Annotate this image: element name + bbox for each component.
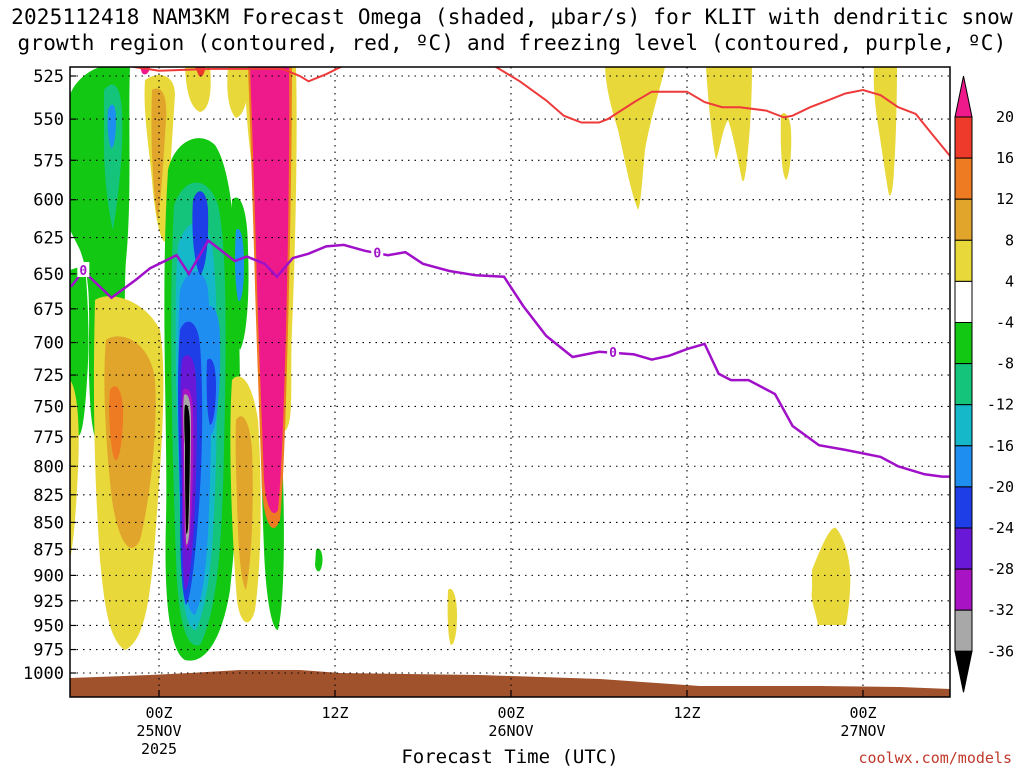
omega-ascent-region xyxy=(192,191,209,275)
x-tick-date: 27NOV xyxy=(840,722,885,740)
colorbar-bin xyxy=(954,157,973,200)
omega-descent-region xyxy=(605,67,665,210)
x-tick-label: 12Z xyxy=(673,704,700,722)
x-tick-label: 00Z xyxy=(849,704,876,722)
colorbar-bin xyxy=(954,363,973,406)
y-tick-label: 550 xyxy=(33,110,64,130)
y-tick-label: 925 xyxy=(33,592,64,612)
colorbar-label: -16 xyxy=(987,437,1014,455)
dgz-contour-line xyxy=(127,67,950,158)
omega-descent-region xyxy=(235,416,253,590)
omega-descent-region xyxy=(447,588,457,645)
contour-label-bg xyxy=(607,344,620,360)
omega-ascent-region xyxy=(315,548,323,572)
title-line-1: 2025112418 NAM3KM Forecast Omega (shaded… xyxy=(11,5,1013,29)
colorbar-label: -4 xyxy=(996,314,1014,332)
y-tick-label: 525 xyxy=(33,67,64,87)
colorbar-label: 8 xyxy=(1005,231,1014,249)
x-tick-year: 2025 xyxy=(141,740,177,758)
x-tick-label: 00Z xyxy=(145,704,172,722)
x-tick-date: 25NOV xyxy=(136,722,181,740)
plot-frame xyxy=(69,66,951,698)
y-tick-label: 875 xyxy=(33,540,64,560)
omega-descent-region xyxy=(873,67,897,196)
freezing-level-contour xyxy=(70,238,950,478)
omega-shading xyxy=(70,67,897,661)
y-tick-label: 850 xyxy=(33,513,64,533)
y-tick-label: 650 xyxy=(33,265,64,285)
colorbar-label: -8 xyxy=(996,355,1014,373)
chart-title: 2025112418 NAM3KM Forecast Omega (shaded… xyxy=(0,4,1024,56)
freezing-contour-label: 0 xyxy=(79,264,87,279)
colorbar-bin xyxy=(954,527,973,570)
x-tick-label: 12Z xyxy=(321,704,348,722)
colorbar-bin xyxy=(954,486,973,529)
surface-terrain xyxy=(70,670,950,697)
colorbar-label: -24 xyxy=(987,519,1014,537)
y-axis: 525 550 575 600 625 650 675 700 725 750 775 800 825 8… xyxy=(23,67,76,684)
y-tick-label: 725 xyxy=(33,366,64,386)
colorbar-bin xyxy=(954,322,973,365)
omega-descent-region xyxy=(780,113,792,180)
colorbar-bin xyxy=(954,568,973,611)
y-tick-label: 625 xyxy=(33,229,64,249)
y-tick-label: 825 xyxy=(33,486,64,506)
omega-descent-region xyxy=(109,386,124,461)
omega-descent-region xyxy=(706,67,752,182)
colorbar-label: -20 xyxy=(987,478,1014,496)
title-line-2: growth region (contoured, red, ºC) and f… xyxy=(17,31,1007,55)
colorbar-label: 20 xyxy=(996,108,1014,126)
y-tick-label: 900 xyxy=(33,566,64,586)
colorbar-label: -28 xyxy=(987,560,1014,578)
colorbar-bin xyxy=(954,280,973,323)
colorbar-label: 12 xyxy=(996,190,1014,208)
x-tick-label: 00Z xyxy=(497,704,524,722)
colorbar-bin xyxy=(954,75,973,118)
colorbar: 20 16 12 8 4 -4 -8 -12 -16 -20 -24 -28 -32 -36 xyxy=(954,75,1014,693)
omega-ascent-region xyxy=(234,229,244,301)
omega-strongest-ascent xyxy=(184,404,190,534)
y-tick-label: 975 xyxy=(33,641,64,661)
y-tick-label: 575 xyxy=(33,151,64,171)
omega-descent-region xyxy=(250,67,290,514)
omega-descent-region xyxy=(811,527,851,625)
colorbar-label: -12 xyxy=(987,396,1014,414)
colorbar-bin xyxy=(954,404,973,447)
y-tick-label: 800 xyxy=(33,457,64,477)
omega-ascent-region xyxy=(107,104,116,149)
contour-label-bg xyxy=(371,244,384,260)
y-tick-label: 950 xyxy=(33,616,64,636)
colorbar-bin xyxy=(954,650,973,693)
colorbar-bin xyxy=(954,116,973,159)
gridlines xyxy=(70,67,950,697)
colorbar-label: -32 xyxy=(987,601,1014,619)
y-tick-label: 600 xyxy=(33,191,64,211)
colorbar-bin xyxy=(954,445,973,488)
y-tick-label: 700 xyxy=(33,334,64,354)
y-tick-label: 775 xyxy=(33,428,64,448)
x-tick-date: 26NOV xyxy=(488,722,533,740)
x-axis-title: Forecast Time (UTC) xyxy=(401,746,618,768)
omega-descent-region xyxy=(70,380,79,560)
omega-descent-region xyxy=(185,67,211,112)
colorbar-bin xyxy=(954,609,973,652)
colorbar-bin xyxy=(954,198,973,241)
colorbar-label: 4 xyxy=(1005,272,1014,290)
colorbar-label: -36 xyxy=(987,642,1014,660)
omega-descent-region xyxy=(227,67,249,118)
y-tick-label: 750 xyxy=(33,397,64,417)
freezing-contour-label: 0 xyxy=(373,247,381,262)
contour-label-bg xyxy=(77,262,90,278)
colorbar-label: 16 xyxy=(996,149,1014,167)
y-tick-label: 1000 xyxy=(23,664,64,684)
contour-labels: 0 0 0 xyxy=(77,244,620,361)
credit-link[interactable]: coolwx.com/models xyxy=(858,749,1012,767)
omega-descent-region xyxy=(151,88,167,220)
y-tick-label: 675 xyxy=(33,300,64,320)
freezing-contour-label: 0 xyxy=(609,346,617,361)
colorbar-bin xyxy=(954,239,973,282)
